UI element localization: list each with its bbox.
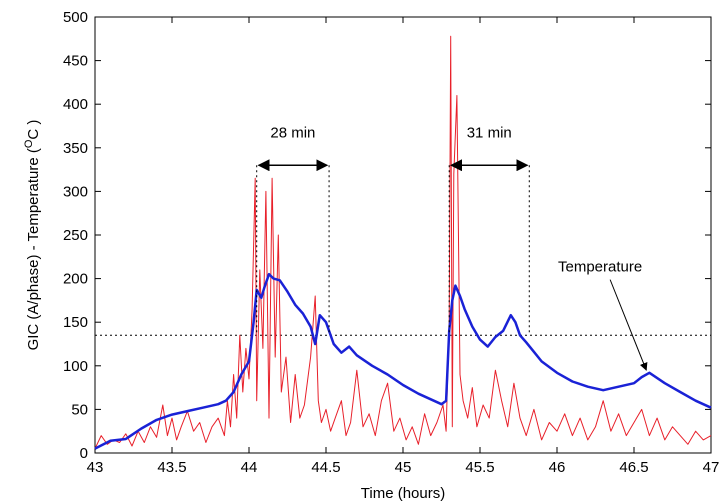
gic-series-line xyxy=(94,35,712,449)
y-tick-label: 350 xyxy=(63,140,88,157)
x-tick-label: 43.5 xyxy=(157,459,186,476)
duration-label: 28 min xyxy=(270,124,315,141)
y-tick-label: 150 xyxy=(63,314,88,331)
y-tick-label: 200 xyxy=(63,271,88,288)
series-layer xyxy=(94,35,712,450)
x-tick-label: 47 xyxy=(703,459,720,476)
y-axis-label: GIC (A/phase) - Temperature (OC ) xyxy=(23,120,42,351)
x-tick-label: 46 xyxy=(549,459,566,476)
x-tick-label: 46.5 xyxy=(619,459,648,476)
duration-label: 31 min xyxy=(467,124,512,141)
y-tick-label: 500 xyxy=(63,9,88,26)
temperature-annotation-arrow xyxy=(609,279,648,371)
temperature-annotation-label: Temperature xyxy=(558,259,642,276)
x-tick-label: 43 xyxy=(87,459,104,476)
plot-area xyxy=(94,16,712,454)
y-tick-label: 0 xyxy=(80,445,88,462)
y-tick-label: 50 xyxy=(71,401,88,418)
x-tick-label: 44.5 xyxy=(311,459,340,476)
x-axis-label: Time (hours) xyxy=(361,485,445,502)
y-tick-label: 300 xyxy=(63,183,88,200)
y-tick-label: 400 xyxy=(63,96,88,113)
x-tick-label: 44 xyxy=(241,459,258,476)
y-tick-label: 250 xyxy=(63,227,88,244)
annotation-layer: 28 min 31 min Temperature xyxy=(256,124,648,371)
x-tick-label: 45 xyxy=(395,459,412,476)
y-tick-label: 100 xyxy=(63,358,88,375)
temperature-series-line xyxy=(94,272,712,450)
y-tick-label: 450 xyxy=(63,53,88,70)
axis-ticks: 43 43.5 44 44.5 45 45.5 46 46.5 47 0 50 100 150 200 25… xyxy=(63,9,719,476)
x-tick-label: 45.5 xyxy=(465,459,494,476)
